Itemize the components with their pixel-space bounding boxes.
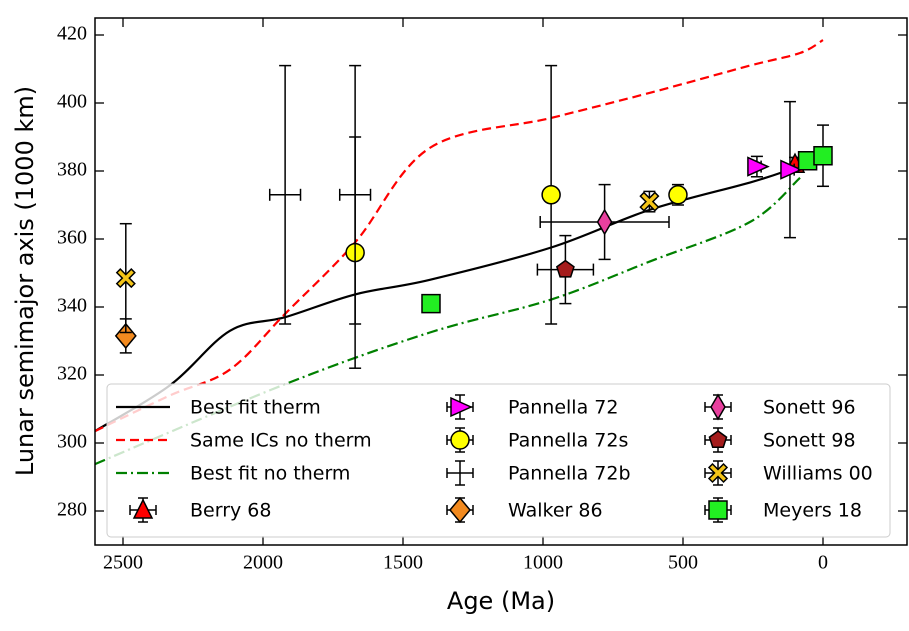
y-tick-label: 400 (57, 91, 87, 113)
legend-label: Williams 00 (763, 463, 873, 485)
marker (449, 496, 471, 524)
legend-label: Pannella 72 (508, 397, 618, 419)
marker (797, 151, 818, 171)
marker (747, 156, 770, 177)
legend-label: Pannella 72b (508, 463, 631, 485)
marker (596, 208, 613, 236)
y-tick-label: 420 (57, 23, 87, 45)
legend-frame (106, 383, 891, 538)
x-tick-label: 1000 (523, 552, 563, 574)
marker (710, 393, 726, 421)
data-point (747, 155, 770, 178)
marker (450, 430, 470, 450)
fit-line (94, 168, 791, 433)
marker (668, 185, 688, 205)
legend-label: Walker 86 (508, 500, 603, 522)
marker (708, 500, 728, 520)
marker (115, 268, 136, 289)
marker (421, 293, 441, 314)
x-tick-label: 500 (668, 552, 698, 574)
data-point (541, 64, 561, 325)
y-tick-label: 340 (57, 295, 87, 317)
data-point (668, 183, 688, 206)
legend-label: Berry 68 (190, 500, 271, 522)
data-point (539, 183, 670, 261)
y-tick-label: 360 (57, 227, 87, 249)
y-tick-label: 320 (57, 363, 87, 385)
marker (780, 159, 803, 180)
y-tick-label: 280 (57, 499, 87, 521)
data-point (780, 100, 803, 239)
legend-label: Sonett 98 (763, 430, 856, 452)
legend: Best fit therm Same ICs no therm Best fit … (106, 383, 891, 538)
fit-line (94, 39, 824, 433)
plot-area (94, 39, 833, 466)
data-point (338, 64, 372, 325)
marker (132, 498, 154, 519)
x-tick-label: 2500 (103, 552, 143, 574)
legend-label: Pannella 72s (508, 430, 628, 452)
y-tick-label: 300 (57, 431, 87, 453)
marker (639, 191, 660, 212)
data-point (115, 222, 136, 334)
marker (555, 259, 575, 278)
marker (114, 322, 137, 350)
marker (450, 396, 473, 418)
y-tick-label: 380 (57, 159, 87, 181)
legend-label: Best fit no therm (190, 463, 350, 485)
legend-label: Sonett 96 (763, 397, 856, 419)
legend-label: Same ICs no therm (190, 430, 372, 452)
x-tick-label: 2000 (243, 552, 283, 574)
data-point (536, 234, 595, 305)
axes-frame (94, 17, 908, 546)
marker (708, 430, 728, 449)
legend-label: Meyers 18 (763, 500, 862, 522)
data-point (797, 151, 818, 171)
marker (813, 145, 833, 166)
legend-label: Best fit therm (190, 397, 321, 419)
data-point (421, 293, 441, 314)
data-point (639, 190, 660, 213)
data-point (813, 124, 833, 188)
x-axis-label: Age (Ma) (447, 587, 555, 615)
y-axis-label: Lunar semimajor axis (1000 km) (11, 86, 39, 476)
x-tick-label: 0 (818, 552, 828, 574)
data-point (268, 64, 302, 325)
marker (541, 185, 561, 205)
x-tick-label: 1500 (383, 552, 423, 574)
marker (707, 462, 729, 484)
